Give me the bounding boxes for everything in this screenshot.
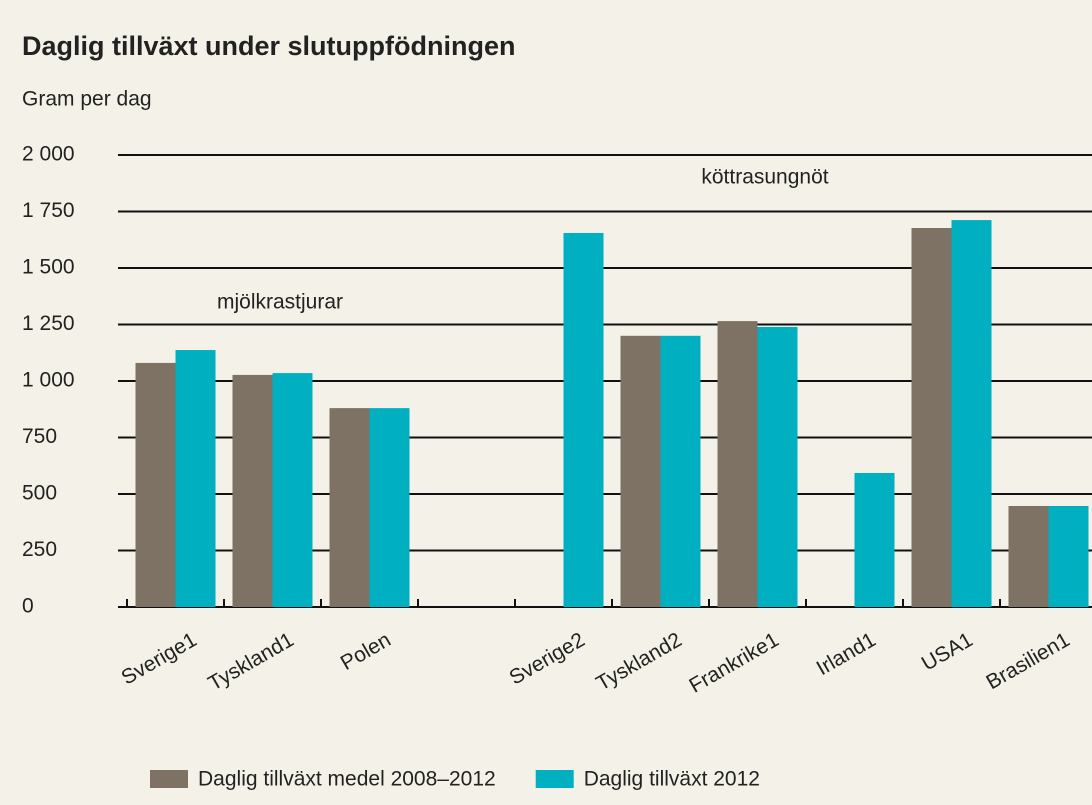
y-tick-label: 500 (22, 482, 57, 505)
bar (369, 408, 410, 607)
bar (563, 232, 604, 607)
bar (951, 220, 992, 607)
bar (135, 362, 176, 607)
legend-swatch (535, 770, 574, 788)
legend-label: Daglig tillväxt medel 2008–2012 (198, 768, 496, 791)
chart-subtitle: Gram per dag (22, 88, 152, 111)
legend-label: Daglig tillväxt 2012 (584, 768, 760, 791)
y-tick-label: 1 750 (22, 199, 75, 222)
y-tick-label: 1 000 (22, 369, 75, 392)
x-tick-label: Sverige2 (505, 628, 588, 689)
bar (854, 472, 895, 607)
legend-swatch (150, 770, 188, 788)
x-tick-label: Brasilien1 (982, 628, 1073, 694)
annotation: köttrasungnöt (701, 166, 828, 189)
bar (272, 373, 313, 607)
x-tick-label: Tyskland1 (204, 628, 297, 695)
bar (717, 321, 758, 607)
x-tick-label: Sverige1 (117, 628, 200, 689)
x-tick-label: Polen (337, 628, 395, 675)
y-tick-label: 2 000 (22, 143, 75, 166)
bar (175, 350, 216, 607)
bar (660, 335, 701, 607)
annotation: mjölkrastjurar (217, 291, 343, 314)
y-tick-label: 1 250 (22, 312, 75, 335)
bar (1048, 505, 1089, 607)
bar (620, 335, 661, 607)
x-tick-label: Irland1 (813, 628, 880, 680)
bar (329, 408, 370, 607)
y-tick-label: 750 (22, 425, 57, 448)
y-tick-label: 0 (22, 595, 34, 618)
chart-title: Daglig tillväxt under slutuppfödningen (22, 31, 516, 61)
x-tick-label: USA1 (918, 628, 977, 675)
bar (911, 227, 952, 608)
y-tick-label: 250 (22, 538, 57, 561)
x-tick-label: Frankrike1 (685, 628, 782, 698)
y-tick-label: 1 500 (22, 256, 75, 279)
bar (232, 374, 273, 607)
bar (1008, 505, 1049, 607)
bar (757, 326, 798, 607)
x-tick-label: Tyskland2 (592, 628, 685, 695)
